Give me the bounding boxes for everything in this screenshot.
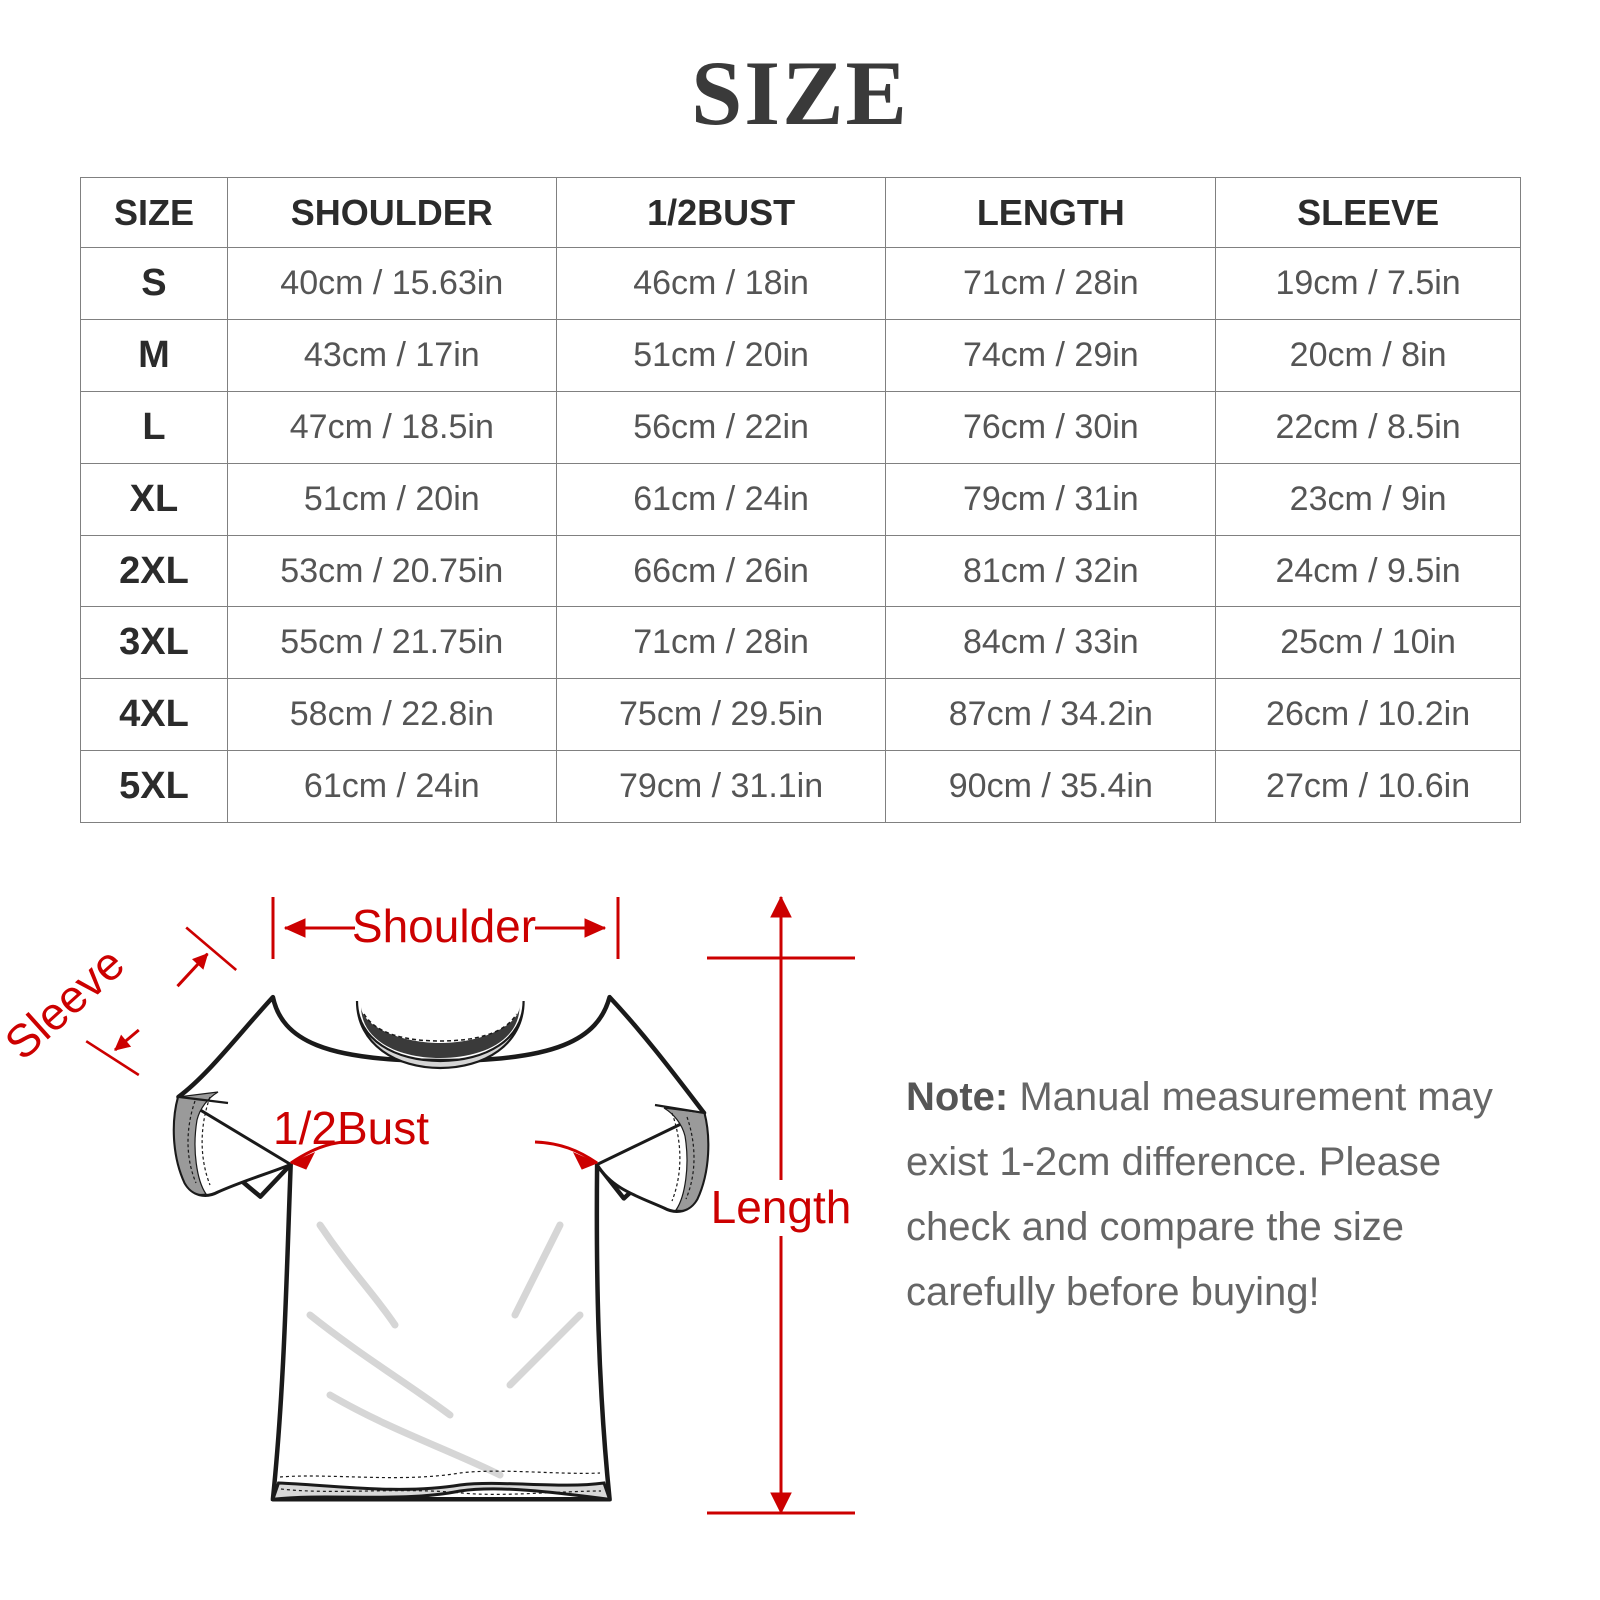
svg-text:Sleeve: Sleeve	[0, 937, 134, 1070]
svg-text:Length: Length	[711, 1181, 852, 1233]
svg-text:Shoulder: Shoulder	[352, 900, 536, 952]
svg-text:1/2Bust: 1/2Bust	[273, 1102, 429, 1154]
